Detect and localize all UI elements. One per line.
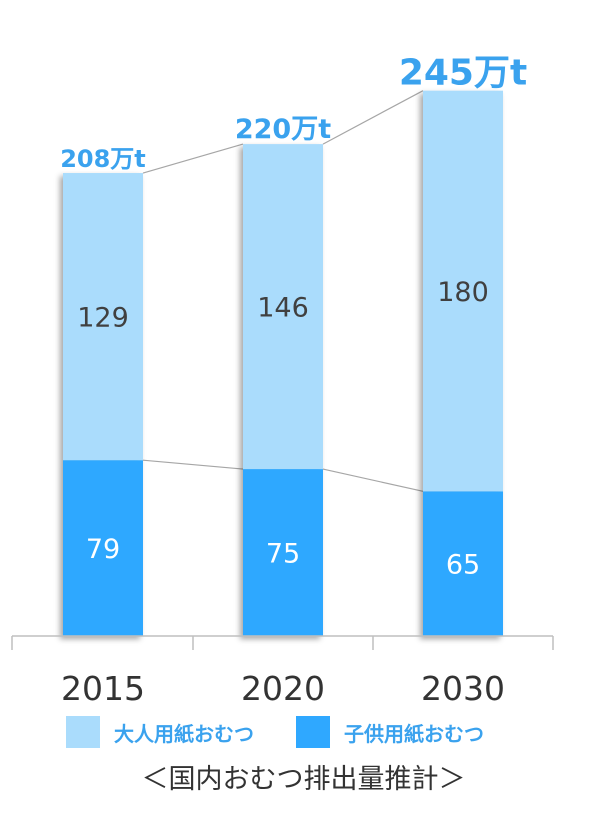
bar-adult-2015 [63, 173, 143, 461]
connector-child-0 [142, 459, 244, 470]
legend-swatch-child [296, 716, 330, 748]
x-tick-label-2030: 2030 [421, 669, 505, 708]
total-label-2020: 220万t [235, 114, 331, 145]
bar-adult-2020 [243, 144, 323, 470]
bar-adult-2030 [423, 90, 503, 492]
stacked-bar-chart: 129 79 208万t 146 75 220万t 180 65 245万t 2015 2020 2… [11, 53, 554, 708]
connector-child-1 [322, 468, 424, 492]
data-label-child-2020: 75 [266, 539, 300, 570]
bar-group-2030 [423, 90, 503, 636]
bar-child-2030 [423, 491, 503, 636]
total-label-2015: 208万t [60, 145, 146, 173]
connector-total-1 [322, 90, 424, 145]
bar-child-2020 [243, 469, 323, 636]
data-label-adult-2015: 129 [77, 303, 129, 334]
data-label-adult-2020: 146 [257, 293, 309, 324]
data-label-adult-2030: 180 [437, 277, 489, 308]
legend-label-child: 子供用紙おむつ [344, 722, 484, 746]
chart-caption: ＜国内おむつ排出量推計＞ [141, 764, 466, 795]
legend-label-adult: 大人用紙おむつ [114, 722, 254, 746]
data-label-child-2030: 65 [446, 550, 480, 581]
bar-child-2015 [63, 460, 143, 636]
total-label-2030: 245万t [399, 53, 527, 94]
x-tick-label-2015: 2015 [61, 669, 145, 708]
legend: 大人用紙おむつ 子供用紙おむつ [0, 712, 607, 752]
bar-group-2015 [63, 173, 143, 636]
bar-group-2020 [243, 144, 323, 636]
connector-total-0 [142, 143, 244, 174]
x-tick-label-2020: 2020 [241, 669, 325, 708]
data-label-child-2015: 79 [86, 534, 120, 565]
legend-swatch-adult [66, 716, 100, 748]
